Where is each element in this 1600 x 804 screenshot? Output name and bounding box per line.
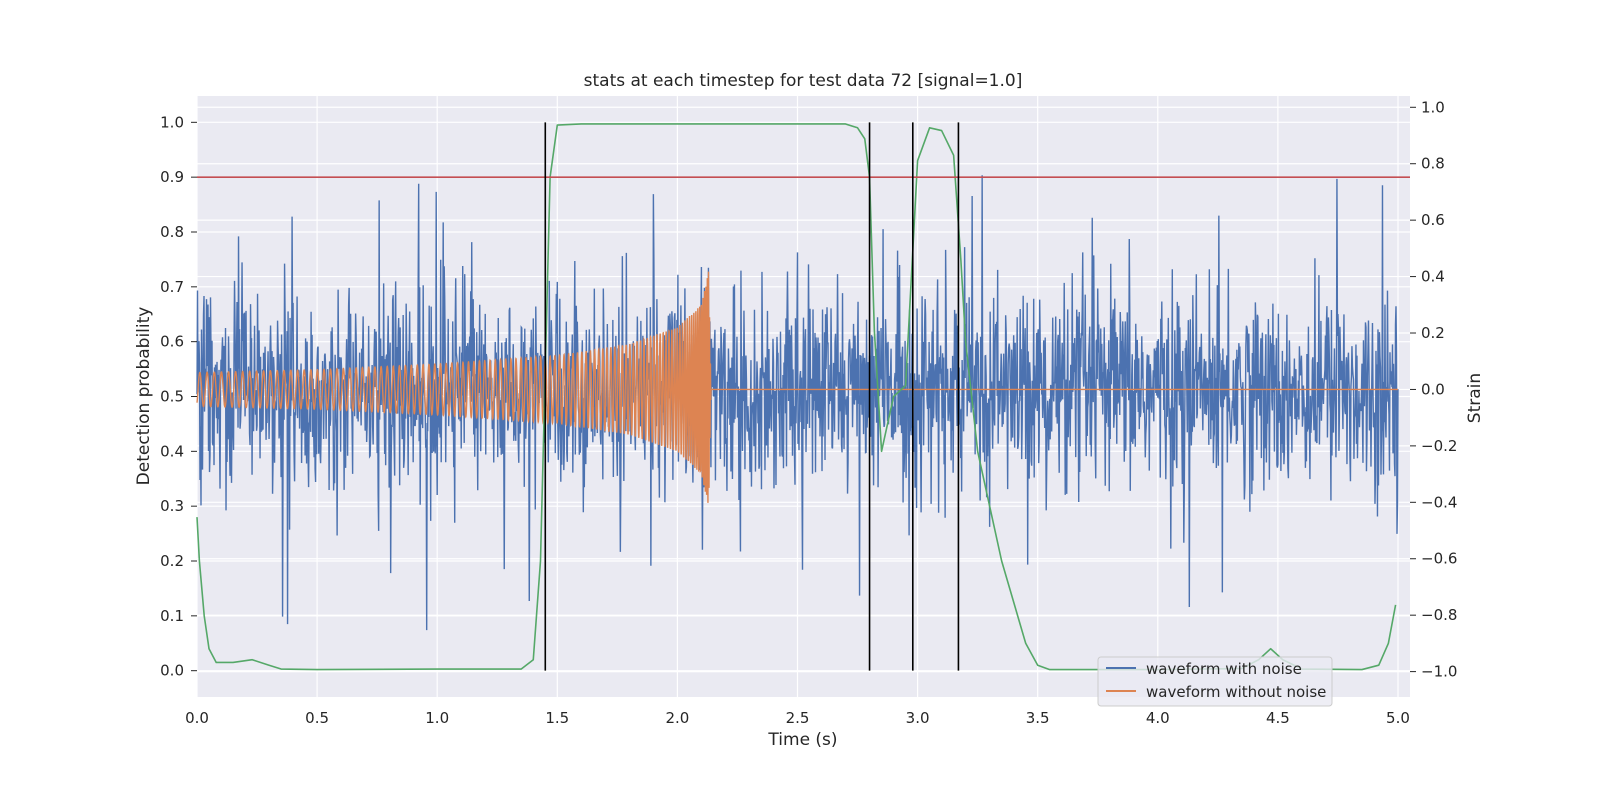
x-tick-label: 2.0	[665, 709, 689, 727]
tick-layer: 0.0 0.5 1.0 1.5 2.0 2.5 3.0 3.5 4.0 4.5 5.0 0.0 0.1 0…	[160, 98, 1457, 727]
y-tick-label-right: 0.6	[1421, 211, 1445, 229]
y-tick-label-left: 0.9	[160, 168, 184, 186]
marker-layer	[197, 122, 1410, 671]
y-tick-label-left: 0.2	[160, 552, 184, 570]
legend-box	[1097, 656, 1333, 707]
x-tick-label: 1.0	[425, 709, 449, 727]
x-tick-label: 5.0	[1386, 709, 1410, 727]
chart-title: stats at each timestep for test data 72 …	[584, 71, 1023, 91]
legend-label-noisy: waveform with noise	[1146, 660, 1302, 678]
legend-label-clean: waveform without noise	[1146, 683, 1326, 701]
y-tick-label-left: 1.0	[160, 113, 184, 131]
noisy-waveform-layer	[196, 175, 1399, 631]
clean-waveform-layer	[196, 271, 1398, 503]
x-tick-label: 2.5	[786, 709, 810, 727]
y-tick-label-right: 0.8	[1421, 155, 1445, 173]
y-axis-label-right: Strain	[1465, 373, 1485, 423]
x-tick-label: 0.0	[185, 709, 209, 727]
y-tick-label-right: −0.8	[1421, 606, 1457, 624]
y-tick-label-right: 0.4	[1421, 268, 1445, 286]
y-tick-label-left: 0.8	[160, 223, 184, 241]
y-tick-label-right: −0.6	[1421, 550, 1457, 568]
y-tick-label-left: 0.7	[160, 278, 184, 296]
y-tick-label-right: −0.4	[1421, 493, 1457, 511]
y-tick-label-left: 0.0	[160, 662, 184, 680]
y-axis-label-left: Detection probability	[134, 307, 154, 486]
legend: waveform with noise waveform without noi…	[1097, 656, 1333, 707]
series-line-waveform-with-noise	[196, 175, 1399, 631]
x-tick-label: 0.5	[305, 709, 329, 727]
y-tick-label-left: 0.1	[160, 607, 184, 625]
y-tick-label-right: −0.2	[1421, 437, 1457, 455]
x-tick-label: 3.0	[906, 709, 930, 727]
y-tick-label-left: 0.4	[160, 442, 184, 460]
x-axis-label: Time (s)	[767, 730, 837, 750]
y-tick-label-left: 0.6	[160, 333, 184, 351]
y-tick-label-left: 0.3	[160, 497, 184, 515]
series-line-waveform-without-noise	[196, 271, 1398, 503]
y-tick-label-right: 0.2	[1421, 324, 1445, 342]
y-tick-label-right: 0.0	[1421, 380, 1445, 398]
y-tick-label-right: −1.0	[1421, 663, 1457, 681]
x-tick-label: 3.5	[1026, 709, 1050, 727]
x-tick-label: 4.5	[1266, 709, 1290, 727]
y-tick-label-left: 0.5	[160, 388, 184, 406]
x-tick-label: 1.5	[545, 709, 569, 727]
x-tick-label: 4.0	[1146, 709, 1170, 727]
y-tick-label-right: 1.0	[1421, 98, 1445, 116]
